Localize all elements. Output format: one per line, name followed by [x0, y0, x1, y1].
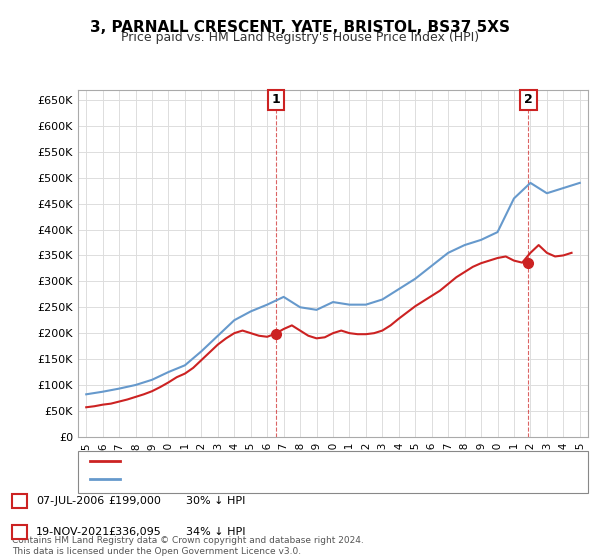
Text: HPI: Average price, detached house, South Gloucestershire: HPI: Average price, detached house, Sout… [126, 474, 435, 484]
Text: 07-JUL-2006: 07-JUL-2006 [36, 496, 104, 506]
Text: 3, PARNALL CRESCENT, YATE, BRISTOL, BS37 5XS: 3, PARNALL CRESCENT, YATE, BRISTOL, BS37… [90, 20, 510, 35]
Text: £336,095: £336,095 [108, 527, 161, 536]
Text: Price paid vs. HM Land Registry's House Price Index (HPI): Price paid vs. HM Land Registry's House … [121, 31, 479, 44]
Text: 1: 1 [15, 494, 24, 507]
Text: 3, PARNALL CRESCENT, YATE, BRISTOL, BS37 5XS (detached house): 3, PARNALL CRESCENT, YATE, BRISTOL, BS37… [126, 456, 478, 466]
Text: 19-NOV-2021: 19-NOV-2021 [36, 527, 110, 536]
Text: Contains HM Land Registry data © Crown copyright and database right 2024.
This d: Contains HM Land Registry data © Crown c… [12, 536, 364, 556]
Text: £199,000: £199,000 [108, 496, 161, 506]
Text: 2: 2 [524, 94, 533, 106]
Text: 2: 2 [15, 525, 24, 538]
Text: 1: 1 [271, 94, 280, 106]
Text: 30% ↓ HPI: 30% ↓ HPI [186, 496, 245, 506]
Text: 34% ↓ HPI: 34% ↓ HPI [186, 527, 245, 536]
